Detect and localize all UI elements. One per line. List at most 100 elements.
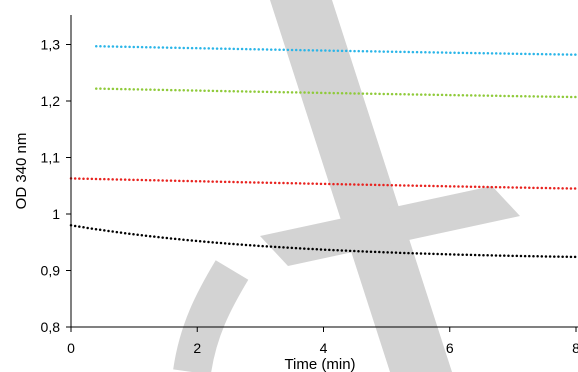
data-point bbox=[561, 187, 564, 190]
data-point bbox=[378, 250, 381, 254]
data-point bbox=[507, 94, 510, 98]
data-point bbox=[344, 249, 348, 252]
data-point bbox=[119, 231, 123, 234]
data-point bbox=[132, 88, 135, 91]
data-point bbox=[573, 187, 577, 190]
data-point bbox=[332, 182, 335, 186]
data-point bbox=[390, 183, 394, 187]
data-point bbox=[207, 180, 210, 183]
data-point bbox=[153, 235, 156, 238]
data-point bbox=[253, 181, 256, 184]
data-point bbox=[219, 241, 223, 245]
data-point bbox=[440, 93, 444, 97]
data-point bbox=[223, 242, 227, 245]
data-point bbox=[565, 53, 569, 56]
data-point bbox=[148, 234, 152, 238]
data-point bbox=[549, 95, 552, 98]
data-point bbox=[415, 184, 419, 187]
data-point bbox=[132, 232, 135, 236]
data-point bbox=[444, 51, 448, 54]
data-point bbox=[274, 48, 277, 51]
data-point bbox=[478, 253, 481, 257]
data-point bbox=[215, 180, 219, 183]
data-point bbox=[165, 88, 169, 92]
tick-marks bbox=[66, 44, 577, 332]
data-point bbox=[369, 50, 373, 53]
data-point bbox=[374, 92, 377, 96]
data-point bbox=[240, 180, 244, 184]
data-point bbox=[203, 180, 206, 183]
data-point bbox=[353, 249, 356, 253]
data-point bbox=[465, 94, 469, 97]
data-point bbox=[369, 183, 373, 187]
data-point bbox=[290, 181, 294, 185]
data-point bbox=[182, 179, 185, 183]
data-point bbox=[161, 46, 165, 49]
data-point bbox=[186, 89, 190, 92]
data-points-layer bbox=[69, 44, 577, 259]
data-point bbox=[465, 253, 469, 257]
data-point bbox=[457, 185, 460, 188]
data-point bbox=[515, 186, 519, 189]
data-point bbox=[399, 92, 402, 96]
data-point bbox=[244, 90, 248, 93]
data-point bbox=[178, 46, 181, 50]
data-point bbox=[120, 45, 123, 48]
data-point bbox=[473, 253, 477, 257]
data-point bbox=[498, 185, 502, 189]
data-point bbox=[228, 89, 231, 93]
data-point bbox=[273, 245, 277, 249]
data-point bbox=[228, 180, 231, 184]
data-point bbox=[382, 250, 385, 254]
data-point bbox=[253, 48, 256, 51]
data-point bbox=[494, 52, 498, 55]
data-point bbox=[540, 186, 544, 190]
data-point bbox=[503, 94, 506, 98]
data-point bbox=[528, 254, 531, 258]
data-point bbox=[253, 244, 256, 247]
data-point bbox=[382, 50, 385, 53]
data-point bbox=[465, 51, 469, 55]
data-point bbox=[303, 182, 306, 185]
data-point bbox=[169, 179, 173, 182]
data-point bbox=[140, 88, 144, 91]
data-point bbox=[528, 52, 531, 56]
data-point bbox=[436, 252, 439, 256]
data-point bbox=[157, 235, 160, 239]
data-point bbox=[244, 243, 248, 247]
data-point bbox=[328, 91, 331, 95]
data-point bbox=[215, 241, 219, 244]
data-point bbox=[307, 182, 310, 185]
data-point bbox=[357, 249, 360, 253]
data-point bbox=[315, 182, 319, 185]
data-point bbox=[282, 246, 285, 249]
data-point bbox=[336, 182, 339, 186]
data-point bbox=[298, 247, 302, 250]
data-point bbox=[532, 52, 535, 56]
data-point bbox=[532, 186, 535, 190]
data-point bbox=[411, 50, 415, 54]
data-point bbox=[386, 251, 389, 254]
data-point bbox=[494, 94, 498, 98]
data-point bbox=[178, 179, 181, 183]
data-point bbox=[482, 185, 485, 189]
data-point bbox=[332, 91, 335, 95]
data-point bbox=[540, 255, 544, 258]
data-point bbox=[328, 49, 331, 52]
data-point bbox=[511, 186, 514, 189]
data-point bbox=[148, 178, 152, 182]
data-point bbox=[361, 92, 365, 95]
data-point bbox=[511, 52, 515, 55]
data-point bbox=[111, 87, 115, 91]
data-point bbox=[274, 90, 277, 94]
data-point bbox=[265, 90, 269, 94]
x-tick-label: 8 bbox=[572, 340, 578, 356]
data-point bbox=[511, 94, 515, 98]
data-point bbox=[415, 93, 419, 96]
data-point bbox=[507, 254, 510, 257]
data-point bbox=[140, 45, 144, 49]
data-point bbox=[469, 94, 473, 97]
data-point bbox=[173, 179, 177, 183]
data-point bbox=[557, 53, 560, 56]
data-point bbox=[503, 254, 506, 257]
